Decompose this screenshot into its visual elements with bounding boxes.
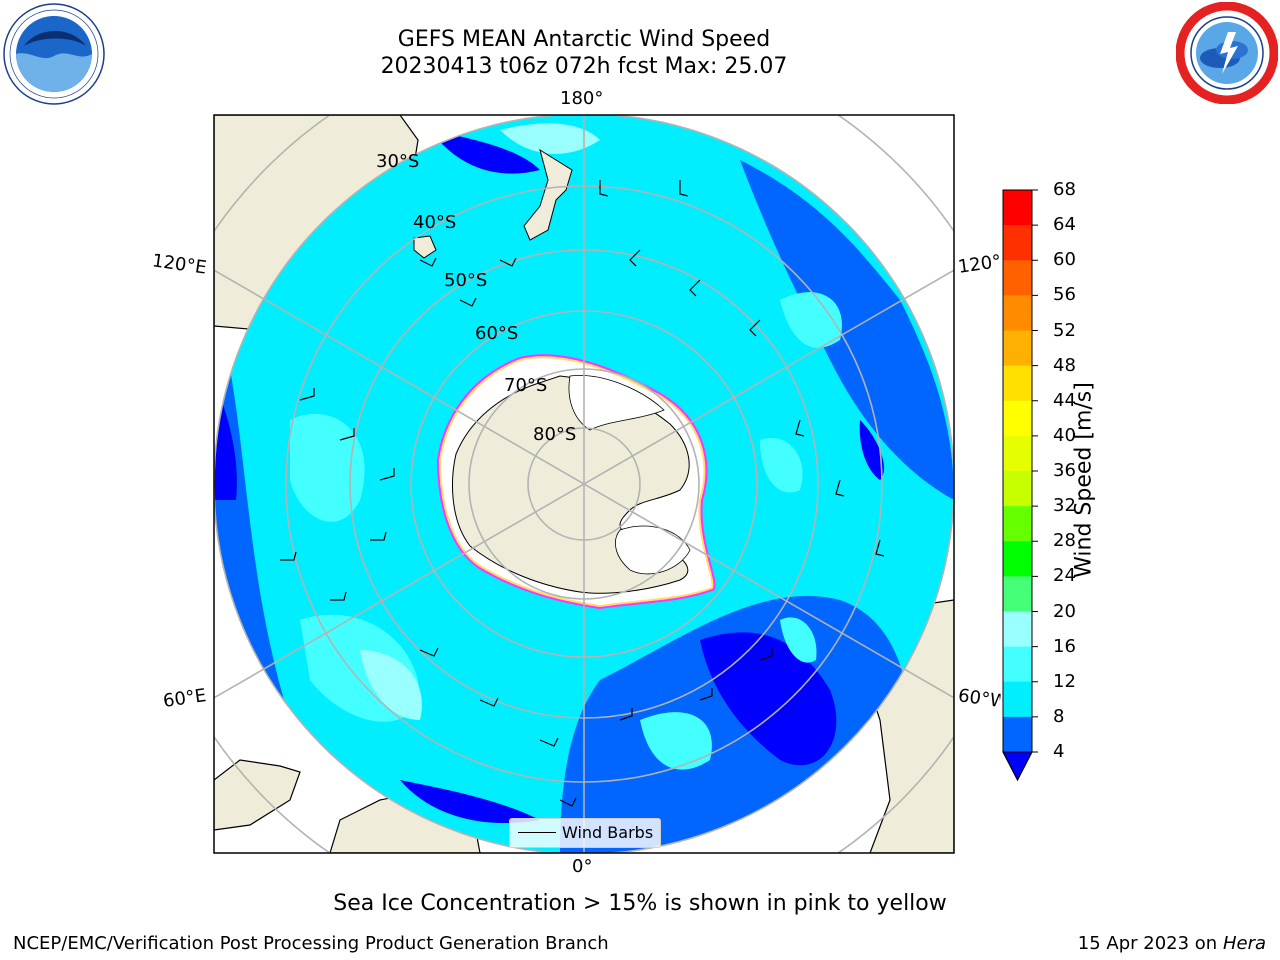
colorbar-segment: [1003, 716, 1032, 753]
new-zealand-land: [523, 148, 573, 241]
colorbar-segment: [1003, 400, 1032, 437]
colorbar-tick-label: 44: [1053, 389, 1076, 411]
colorbar-label: Wind Speed [m/s]: [1071, 382, 1097, 578]
noaa-logo-icon: [3, 3, 105, 105]
lat-label-40s: 40°S: [413, 212, 457, 233]
nws-logo-icon: [1176, 2, 1278, 104]
footer-credit: NCEP/EMC/Verification Post Processing Pr…: [13, 933, 609, 954]
lat-label-50s: 50°S: [444, 270, 488, 291]
lat-label-60s: 60°S: [475, 323, 519, 344]
colorbar-tick-label: 28: [1053, 530, 1076, 552]
footer-date: 15 Apr 2023 on Hera: [1077, 933, 1266, 954]
colorbar-segment: [1003, 295, 1032, 331]
colorbar-tick-label: 60: [1053, 249, 1076, 271]
chart-title: GEFS MEAN Antarctic Wind Speed: [397, 27, 771, 52]
colorbar-tick-label: 16: [1053, 635, 1076, 657]
lat-label-30s: 30°S: [376, 151, 420, 172]
colorbar-tick-label: 68: [1053, 179, 1076, 200]
colorbar-tick-label: 4: [1053, 741, 1065, 762]
colorbar-segment: [1003, 190, 1032, 226]
colorbar-segment: [1003, 260, 1032, 296]
colorbar-tick-label: 12: [1053, 670, 1076, 692]
colorbar-tick-label: 48: [1053, 354, 1076, 376]
colorbar-segment: [1003, 646, 1032, 683]
africa-land: [214, 759, 301, 831]
colorbar-outline: [1002, 189, 1033, 782]
legend-label: Wind Barbs: [562, 823, 654, 842]
colorbar-segment: [1003, 365, 1032, 402]
legend-line-icon: [518, 832, 556, 833]
colorbar-segment: [1003, 506, 1032, 542]
colorbar-tick-label: 64: [1053, 214, 1076, 236]
colorbar-segment: [1003, 225, 1032, 261]
lat-label-80s: 80°S: [533, 424, 577, 445]
colorbar-extend-triangle: [1002, 751, 1033, 782]
colorbar-tick-label: 36: [1053, 460, 1076, 481]
colorbar-tick-label: 52: [1053, 319, 1076, 341]
ross-ice-shelf: [568, 374, 665, 431]
lon-label-180: 180°: [560, 88, 604, 109]
colorbar-tick-label: 24: [1053, 565, 1076, 587]
colorbar-segment: [1003, 611, 1032, 648]
chart-subtitle: 20230413 t06z 072h fcst Max: 25.07: [380, 54, 788, 79]
colorbar-tick-label: 56: [1053, 284, 1076, 306]
colorbar-tick-label: 40: [1053, 424, 1076, 446]
colorbar-segment: [1003, 435, 1032, 472]
colorbar-tick-label: 32: [1053, 495, 1076, 517]
colorbar-segment: [1003, 681, 1032, 718]
colorbar-tick-label: 20: [1053, 600, 1076, 622]
lat-label-70s: 70°S: [504, 375, 548, 396]
colorbar-tick-label: 8: [1053, 705, 1065, 727]
colorbar-segment: [1003, 330, 1032, 367]
colorbar-segment: [1003, 471, 1032, 507]
colorbar-segment: [1003, 576, 1032, 612]
wind-barbs-legend: Wind Barbs: [509, 818, 661, 848]
colorbar-segment: [1003, 541, 1032, 577]
lon-label-0: 0°: [572, 856, 593, 877]
sea-ice-note: Sea Ice Concentration > 15% is shown in …: [333, 891, 947, 916]
tasmania-land: [413, 235, 437, 259]
